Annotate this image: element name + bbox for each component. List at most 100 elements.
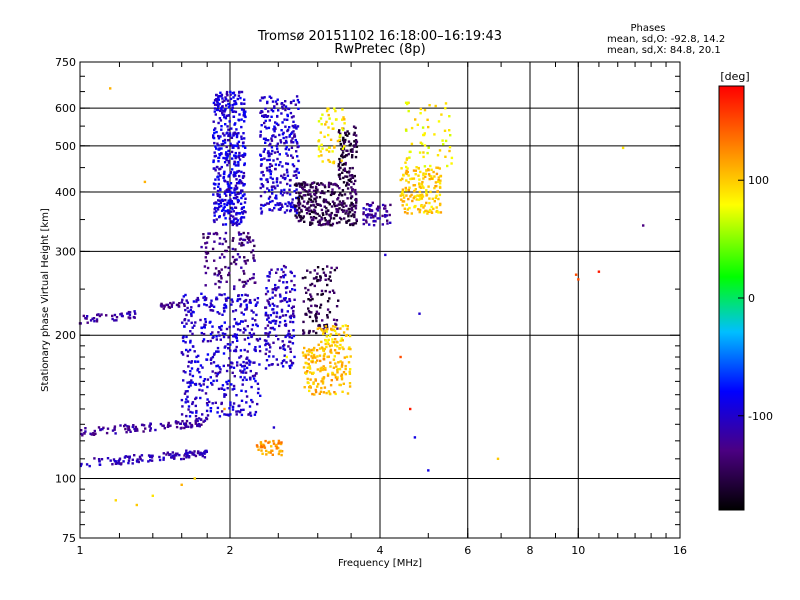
data-point	[181, 298, 184, 301]
data-point	[201, 340, 205, 343]
data-point	[438, 203, 442, 207]
data-point	[143, 180, 147, 184]
data-point	[214, 127, 217, 130]
data-point	[239, 369, 242, 372]
data-point	[135, 503, 138, 507]
data-point	[162, 307, 165, 310]
data-point	[253, 259, 256, 262]
data-point	[248, 405, 252, 408]
data-point	[281, 133, 285, 136]
data-point	[187, 408, 190, 411]
data-point	[344, 372, 347, 376]
data-point	[298, 200, 301, 203]
data-point	[294, 214, 297, 217]
data-point	[217, 121, 220, 125]
data-point	[186, 390, 189, 393]
data-point	[271, 453, 274, 456]
data-point	[223, 134, 226, 137]
data-point	[290, 364, 293, 367]
data-point	[212, 219, 216, 222]
data-point	[202, 383, 205, 386]
data-point	[325, 212, 328, 216]
data-point	[348, 372, 352, 375]
data-point	[331, 200, 335, 203]
data-point	[292, 329, 295, 332]
data-point	[204, 318, 207, 321]
data-point	[316, 293, 319, 296]
data-point	[233, 94, 237, 97]
data-point	[289, 290, 292, 293]
data-point	[320, 293, 323, 296]
data-point	[118, 458, 121, 462]
data-point	[291, 137, 294, 140]
data-point	[281, 340, 284, 343]
data-point	[274, 283, 277, 287]
data-point	[336, 204, 339, 207]
data-point	[237, 146, 240, 150]
data-point	[239, 180, 243, 183]
data-point	[238, 158, 242, 161]
data-point	[215, 338, 218, 341]
data-point	[288, 126, 291, 129]
data-point	[239, 305, 242, 308]
data-point	[414, 169, 417, 172]
data-point	[220, 125, 223, 128]
data-point	[242, 132, 245, 135]
data-point	[293, 190, 296, 193]
data-point	[240, 266, 243, 269]
data-point	[239, 202, 243, 205]
data-point	[341, 390, 344, 393]
chart-subtitle: RwPretec (8p)	[334, 42, 425, 57]
data-point	[228, 202, 232, 205]
data-point	[240, 413, 244, 417]
data-point	[243, 162, 246, 165]
data-point	[400, 167, 403, 170]
data-point	[240, 189, 243, 192]
data-point	[298, 207, 301, 210]
data-point	[171, 456, 174, 459]
data-point	[348, 385, 352, 388]
data-point	[283, 298, 287, 302]
data-point	[161, 424, 164, 427]
data-point	[263, 339, 267, 342]
data-point	[273, 106, 276, 110]
data-point	[255, 313, 258, 317]
data-point	[341, 171, 344, 174]
data-point	[405, 169, 408, 173]
data-point	[266, 299, 269, 302]
data-point	[310, 195, 313, 198]
data-point	[118, 462, 121, 465]
data-point	[326, 316, 329, 319]
data-point	[289, 366, 292, 370]
data-point	[272, 442, 276, 445]
data-point	[227, 175, 230, 178]
data-point	[385, 210, 388, 213]
data-point	[229, 134, 232, 137]
data-point	[339, 343, 342, 347]
data-point	[187, 405, 191, 408]
data-point	[342, 116, 345, 119]
data-point	[228, 271, 231, 275]
data-point	[178, 422, 182, 425]
data-point	[294, 124, 297, 127]
data-point	[223, 202, 226, 206]
data-point	[315, 203, 319, 206]
data-point	[206, 266, 210, 270]
data-point	[236, 97, 239, 101]
data-point	[219, 338, 222, 341]
data-point	[109, 87, 112, 90]
data-point	[183, 454, 186, 457]
data-point	[224, 231, 228, 235]
data-point	[291, 163, 295, 166]
data-point	[232, 196, 236, 200]
data-point	[270, 137, 273, 140]
data-point	[319, 131, 322, 134]
data-point	[348, 346, 351, 349]
data-point	[313, 193, 316, 196]
data-point	[331, 222, 335, 226]
data-point	[366, 216, 369, 219]
data-point	[226, 209, 230, 212]
data-point	[221, 105, 224, 108]
data-point	[185, 299, 188, 302]
data-point	[322, 332, 325, 336]
